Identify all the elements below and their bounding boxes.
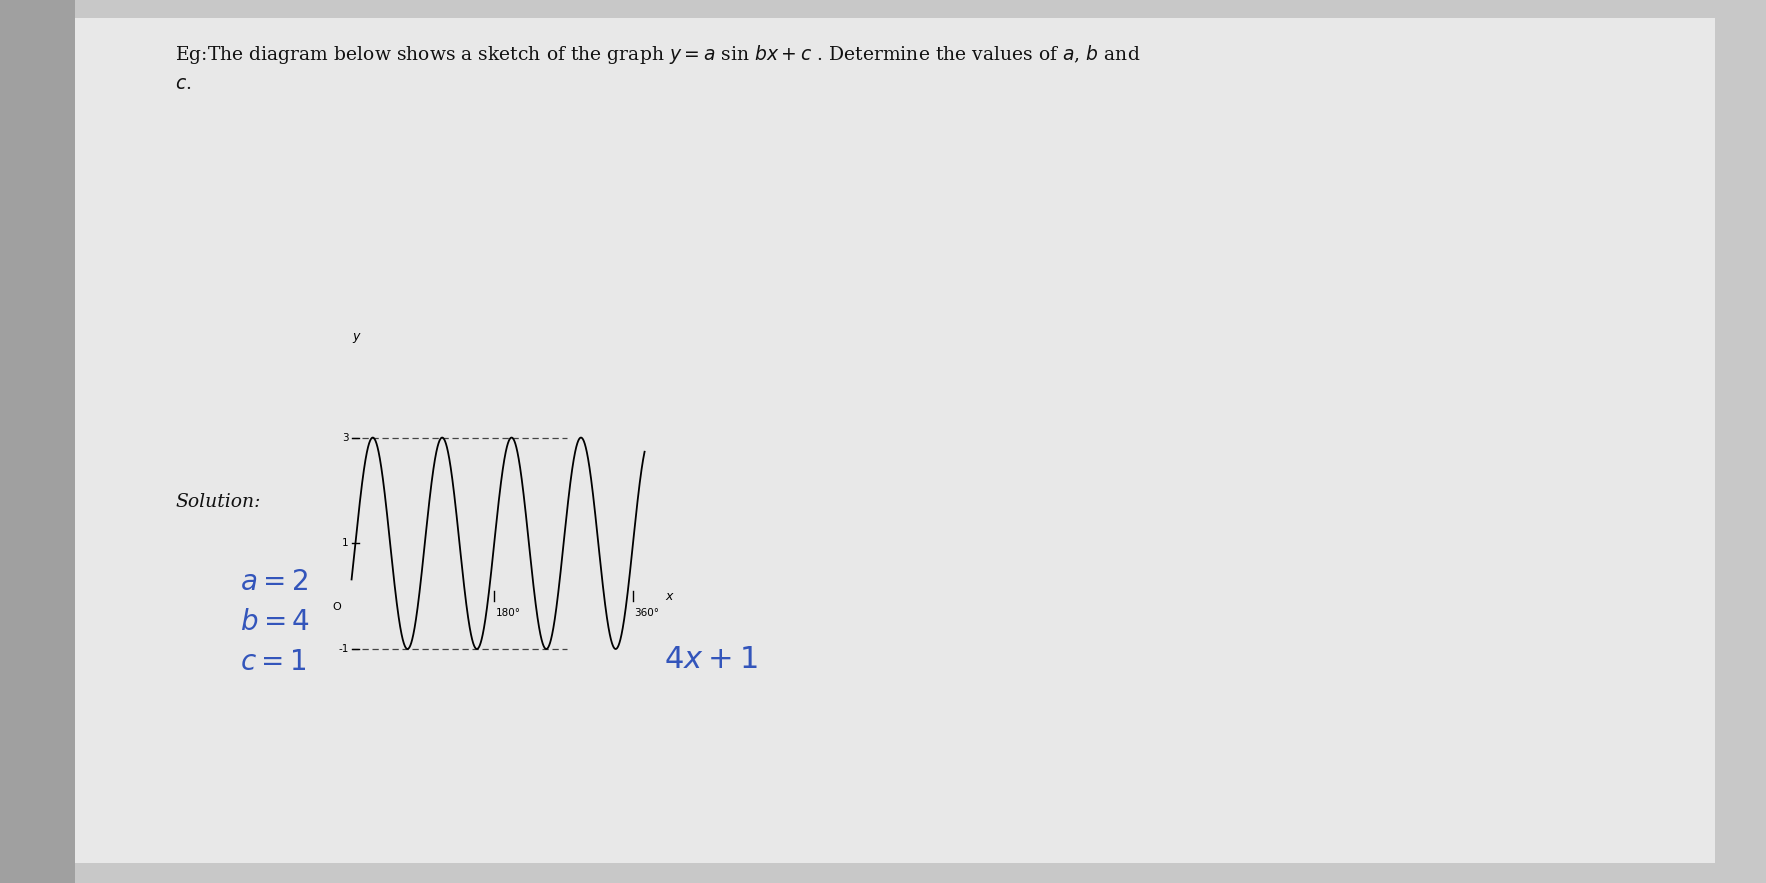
Text: Solution:: Solution:: [175, 493, 261, 511]
Text: O: O: [332, 602, 341, 613]
Text: 3: 3: [343, 433, 348, 442]
FancyBboxPatch shape: [55, 18, 1715, 863]
Text: 180°: 180°: [496, 608, 521, 618]
Text: $a= 2$: $a= 2$: [240, 568, 307, 596]
Text: -1: -1: [337, 644, 348, 654]
Bar: [0, 0, 74, 883]
Text: $y$: $y$: [351, 331, 362, 345]
Text: $b = 4$: $b = 4$: [240, 608, 309, 636]
Text: 360°: 360°: [634, 608, 659, 618]
Text: $c = 1$: $c = 1$: [240, 648, 306, 676]
Text: 1: 1: [343, 539, 348, 548]
Text: $c$.: $c$.: [175, 75, 191, 93]
Text: Eg:The diagram below shows a sketch of the graph $y = a$ sin $bx + c$ . Determin: Eg:The diagram below shows a sketch of t…: [175, 43, 1141, 66]
Text: $x$: $x$: [666, 590, 675, 602]
Text: $y = 2\sin 4x + 1$: $y = 2\sin 4x + 1$: [540, 643, 758, 676]
